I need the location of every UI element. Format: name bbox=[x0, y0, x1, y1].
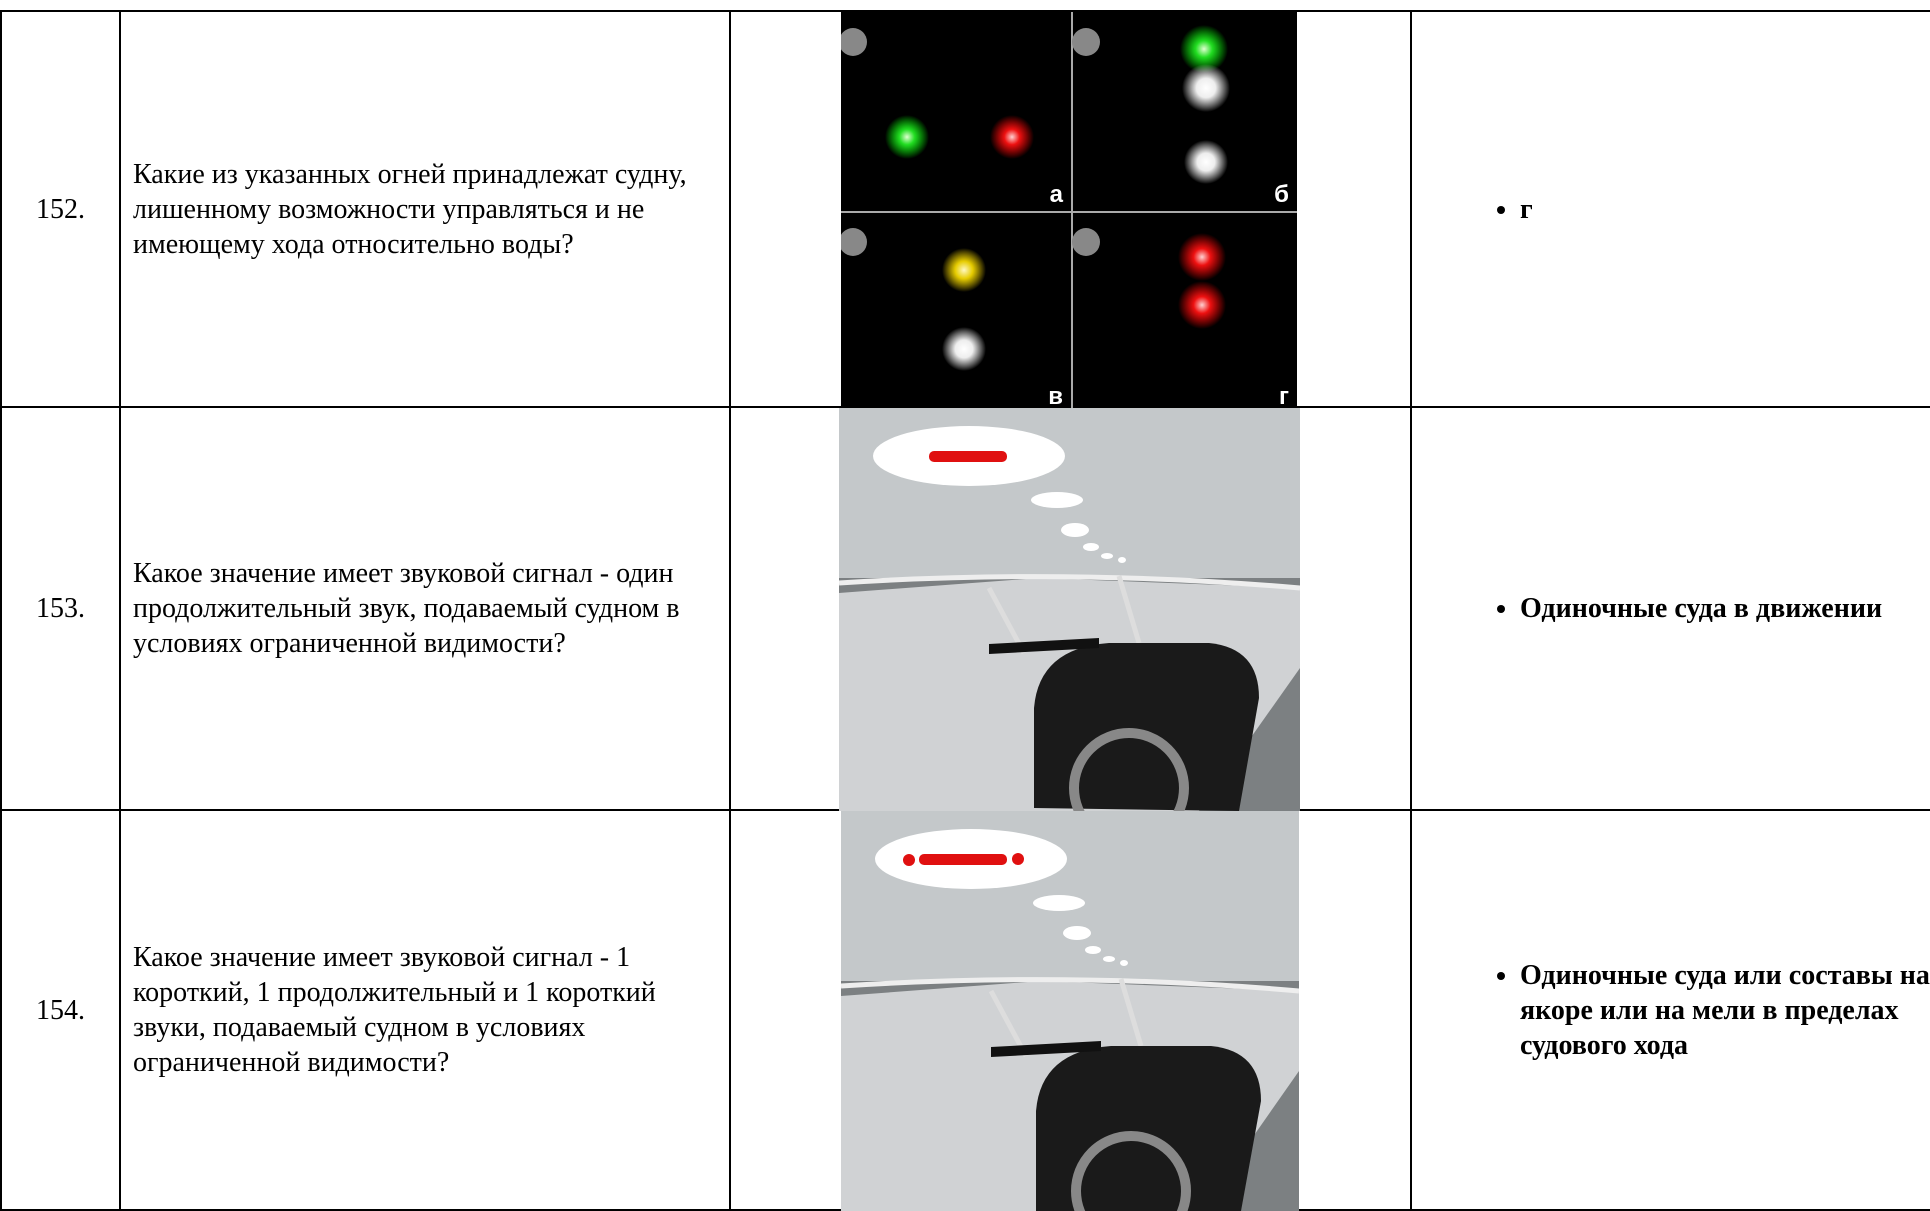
answer-cell: Одиночные суда или составы на якоре или … bbox=[1410, 809, 1930, 1211]
answer: Одиночные суда или составы на якоре или … bbox=[1520, 958, 1930, 1063]
panel-label: г bbox=[1279, 383, 1289, 408]
image-cell bbox=[729, 406, 1412, 811]
question: Какое значение имеет звуковой сигнал - о… bbox=[119, 406, 731, 811]
question: Какое значение имеет звуковой сигнал - 1… bbox=[119, 809, 731, 1211]
panel-label: а bbox=[1050, 181, 1064, 208]
row: 152. Какие из указанных огней принадлежа… bbox=[0, 10, 1930, 408]
row: 153. Какое значение имеет звуковой сигна… bbox=[0, 406, 1930, 811]
panel-label: б bbox=[1274, 181, 1289, 208]
image-cell bbox=[729, 809, 1412, 1211]
row-number: 152. bbox=[0, 10, 121, 408]
row-number: 154. bbox=[0, 809, 121, 1211]
boat-image bbox=[841, 811, 1299, 1211]
lights-image: а б в г bbox=[841, 12, 1297, 408]
boat-image bbox=[839, 408, 1300, 811]
row: 154. Какое значение имеет звуковой сигна… bbox=[0, 809, 1930, 1211]
answer: Одиночные суда в движении bbox=[1520, 591, 1930, 626]
question: Какие из указанных огней принадлежат суд… bbox=[119, 10, 731, 408]
answer-cell: г bbox=[1410, 10, 1930, 408]
questions-table: 152. Какие из указанных огней принадлежа… bbox=[0, 10, 1930, 1211]
answer: г bbox=[1520, 192, 1930, 227]
panel-label: в bbox=[1048, 383, 1063, 408]
row-number: 153. bbox=[0, 406, 121, 811]
image-cell: а б в г bbox=[729, 10, 1412, 408]
answer-cell: Одиночные суда в движении bbox=[1410, 406, 1930, 811]
